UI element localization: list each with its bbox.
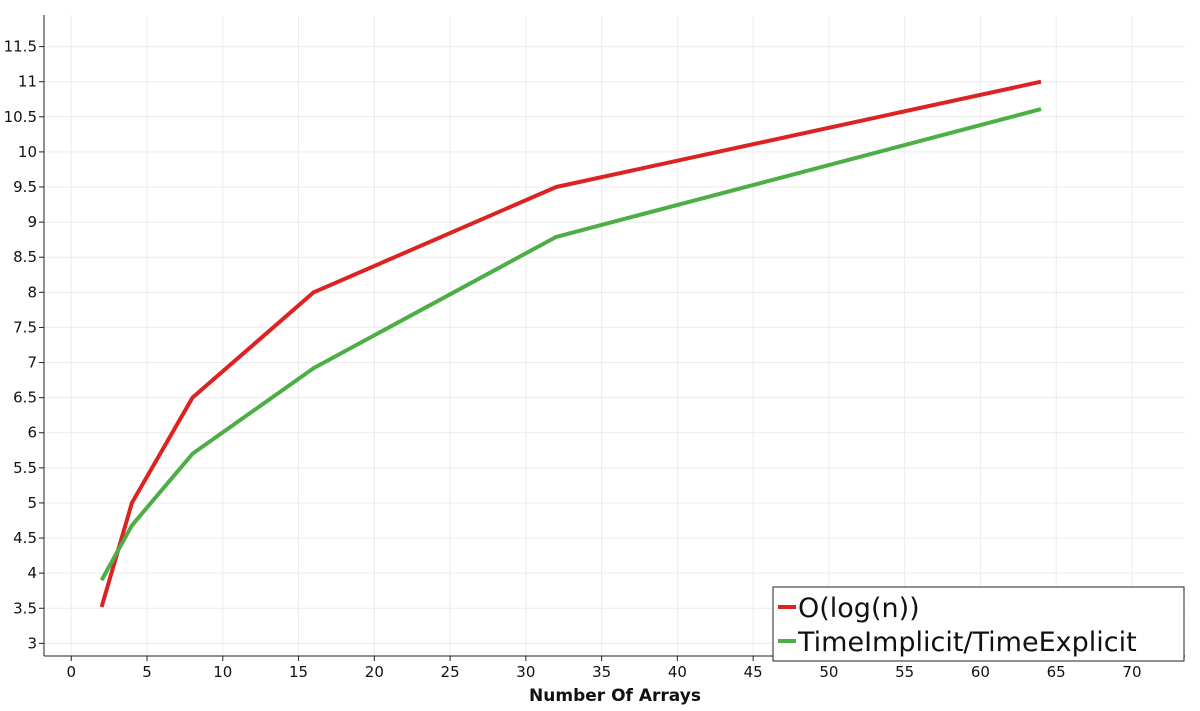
x-tick-label: 65 xyxy=(1047,663,1066,681)
y-tick-label: 7 xyxy=(27,354,37,372)
y-tick-label: 11 xyxy=(18,73,37,91)
y-tick-label: 10 xyxy=(18,143,37,161)
legend-box xyxy=(772,586,1185,662)
tick-labels: 3 3.5 4 4.5 5 5.5 6 6.5 7 7.5 8 8.5 9 9.5 10 10.5 11 11.5… xyxy=(4,38,1142,681)
grid xyxy=(44,15,1185,656)
legend: O(log(n))TimeImplicit/TimeExplicit xyxy=(772,586,1185,662)
x-tick-label: 60 xyxy=(971,663,990,681)
axes xyxy=(39,15,1185,661)
x-tick-label: 35 xyxy=(592,663,611,681)
y-tick-label: 10.5 xyxy=(4,108,37,126)
x-tick-label: 40 xyxy=(668,663,687,681)
legend-label: O(log(n)) xyxy=(798,593,920,624)
series-lines xyxy=(99,79,1042,608)
x-tick-label: 30 xyxy=(516,663,535,681)
x-tick-label: 70 xyxy=(1122,663,1141,681)
x-tick-label: 15 xyxy=(289,663,308,681)
y-tick-label: 8 xyxy=(27,283,37,301)
legend-label: TimeImplicit/TimeExplicit xyxy=(797,627,1137,658)
x-tick-label: 20 xyxy=(365,663,384,681)
x-tick-label: 0 xyxy=(67,663,77,681)
x-tick-label: 5 xyxy=(142,663,152,681)
y-tick-label: 8.5 xyxy=(13,248,37,266)
series-line-2 xyxy=(99,107,1042,582)
y-tick-label: 4.5 xyxy=(13,529,37,547)
y-tick-label: 11.5 xyxy=(4,38,37,56)
y-tick-label: 9 xyxy=(27,213,37,231)
y-tick-label: 3.5 xyxy=(13,599,37,617)
y-tick-label: 9.5 xyxy=(13,178,37,196)
y-tick-label: 4 xyxy=(27,564,37,582)
y-tick-label: 6.5 xyxy=(13,389,37,407)
x-tick-label: 50 xyxy=(819,663,838,681)
x-tick-label: 25 xyxy=(441,663,460,681)
x-axis-title: Number Of Arrays xyxy=(529,686,701,706)
y-tick-label: 3 xyxy=(27,634,37,652)
y-tick-label: 6 xyxy=(27,424,37,442)
y-tick-label: 5 xyxy=(27,494,37,512)
x-tick-label: 10 xyxy=(213,663,232,681)
y-tick-label: 5.5 xyxy=(13,459,37,477)
y-tick-label: 7.5 xyxy=(13,318,37,336)
series-line-1 xyxy=(99,79,1042,608)
x-tick-label: 55 xyxy=(895,663,914,681)
x-tick-label: 45 xyxy=(744,663,763,681)
